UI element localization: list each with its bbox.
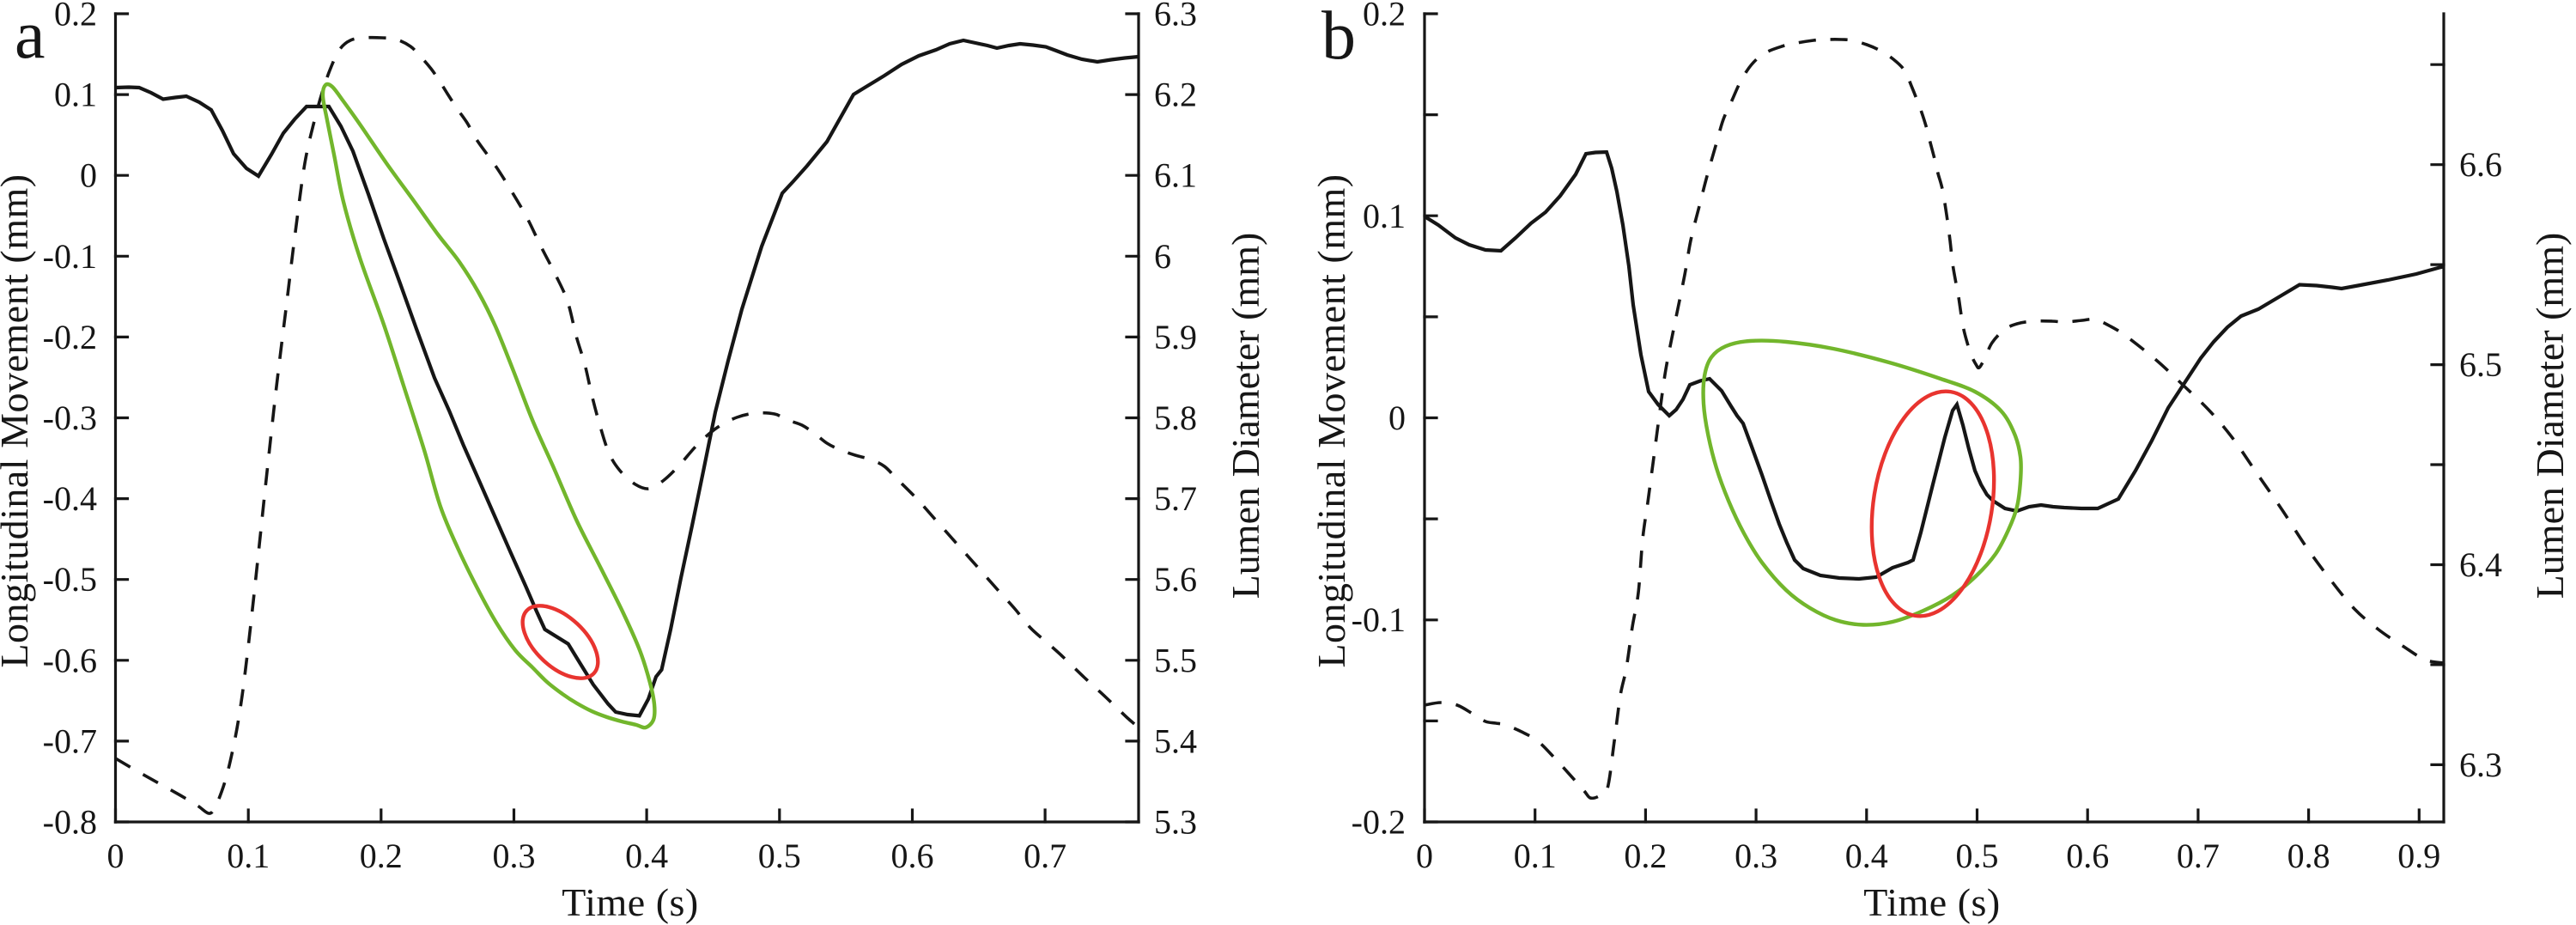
svg-text:0: 0 (107, 837, 125, 875)
svg-text:6.4: 6.4 (2459, 545, 2502, 584)
svg-text:0.6: 0.6 (2066, 837, 2109, 875)
svg-text:0.8: 0.8 (2287, 837, 2330, 875)
svg-text:0.1: 0.1 (1514, 837, 1557, 875)
svg-text:6.2: 6.2 (1154, 76, 1197, 114)
svg-text:6.3: 6.3 (1154, 0, 1197, 33)
svg-text:0.4: 0.4 (1845, 837, 1888, 875)
svg-text:Longitudinal Movement (mm): Longitudinal Movement (mm) (0, 173, 36, 667)
svg-text:0.2: 0.2 (360, 837, 403, 875)
svg-text:0.5: 0.5 (758, 837, 801, 875)
svg-text:a: a (15, 0, 46, 73)
svg-text:-0.7: -0.7 (43, 721, 97, 760)
svg-text:-0.4: -0.4 (43, 479, 97, 518)
svg-text:0.1: 0.1 (227, 837, 270, 875)
svg-text:-0.6: -0.6 (43, 641, 97, 679)
svg-text:Time (s): Time (s) (562, 880, 699, 924)
svg-text:-0.8: -0.8 (43, 803, 97, 842)
svg-text:0.1: 0.1 (54, 76, 97, 114)
svg-text:5.9: 5.9 (1154, 318, 1197, 356)
svg-text:0.1: 0.1 (1363, 197, 1406, 235)
svg-text:0.2: 0.2 (54, 0, 97, 33)
svg-text:-0.1: -0.1 (1352, 600, 1406, 639)
svg-text:0.4: 0.4 (625, 837, 668, 875)
svg-text:Lumen Diameter (mm): Lumen Diameter (mm) (1224, 233, 1267, 599)
svg-text:0.7: 0.7 (1024, 837, 1066, 875)
svg-text:0: 0 (1416, 837, 1433, 875)
svg-text:6: 6 (1154, 237, 1171, 276)
svg-text:-0.2: -0.2 (1352, 803, 1406, 842)
svg-text:Time (s): Time (s) (1863, 880, 2001, 924)
svg-text:0.2: 0.2 (1624, 837, 1667, 875)
svg-text:0.3: 0.3 (493, 837, 536, 875)
svg-text:b: b (1321, 0, 1356, 74)
svg-text:-0.1: -0.1 (43, 237, 97, 276)
svg-text:0: 0 (1388, 399, 1406, 437)
svg-text:0.6: 0.6 (891, 837, 934, 875)
svg-text:Lumen Diameter (mm): Lumen Diameter (mm) (2528, 233, 2572, 599)
svg-text:-0.3: -0.3 (43, 399, 97, 437)
svg-text:5.3: 5.3 (1154, 803, 1197, 842)
svg-text:6.5: 6.5 (2459, 345, 2502, 384)
svg-text:5.7: 5.7 (1154, 479, 1197, 518)
svg-text:5.6: 5.6 (1154, 560, 1197, 599)
svg-text:0: 0 (80, 156, 97, 195)
svg-text:6.1: 6.1 (1154, 156, 1197, 195)
svg-text:0.7: 0.7 (2177, 837, 2220, 875)
svg-text:0.3: 0.3 (1735, 837, 1777, 875)
svg-text:6.3: 6.3 (2459, 745, 2502, 784)
svg-text:6.6: 6.6 (2459, 145, 2502, 184)
svg-text:0.2: 0.2 (1363, 0, 1406, 33)
svg-text:-0.2: -0.2 (43, 318, 97, 356)
svg-text:0.9: 0.9 (2397, 837, 2440, 875)
svg-text:Longitudinal Movement (mm): Longitudinal Movement (mm) (1309, 173, 1353, 667)
svg-text:0.5: 0.5 (1956, 837, 1999, 875)
svg-text:5.8: 5.8 (1154, 399, 1197, 437)
svg-text:-0.5: -0.5 (43, 560, 97, 599)
svg-text:5.4: 5.4 (1154, 721, 1197, 760)
svg-text:5.5: 5.5 (1154, 641, 1197, 679)
